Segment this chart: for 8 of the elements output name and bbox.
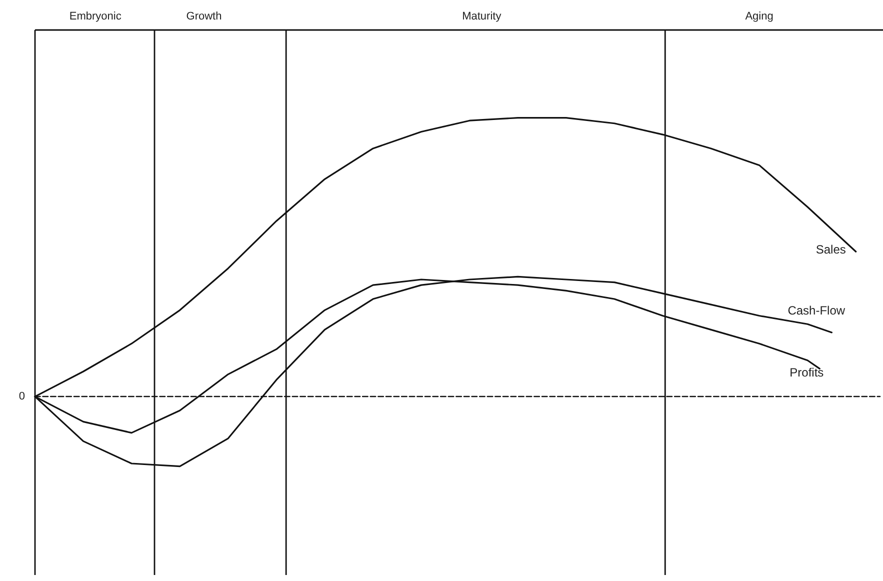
ref-line-label: 0 [18, 390, 25, 403]
series-label: Sales [816, 242, 846, 257]
series-label: Cash-Flow [788, 303, 846, 318]
x-tick-label: Maturity [462, 10, 502, 22]
x-tick-label: Aging [745, 10, 774, 22]
x-tick-label: Growth [186, 10, 222, 22]
x-tick-label: Embryonic [69, 10, 122, 22]
series-label: Profits [790, 366, 824, 380]
